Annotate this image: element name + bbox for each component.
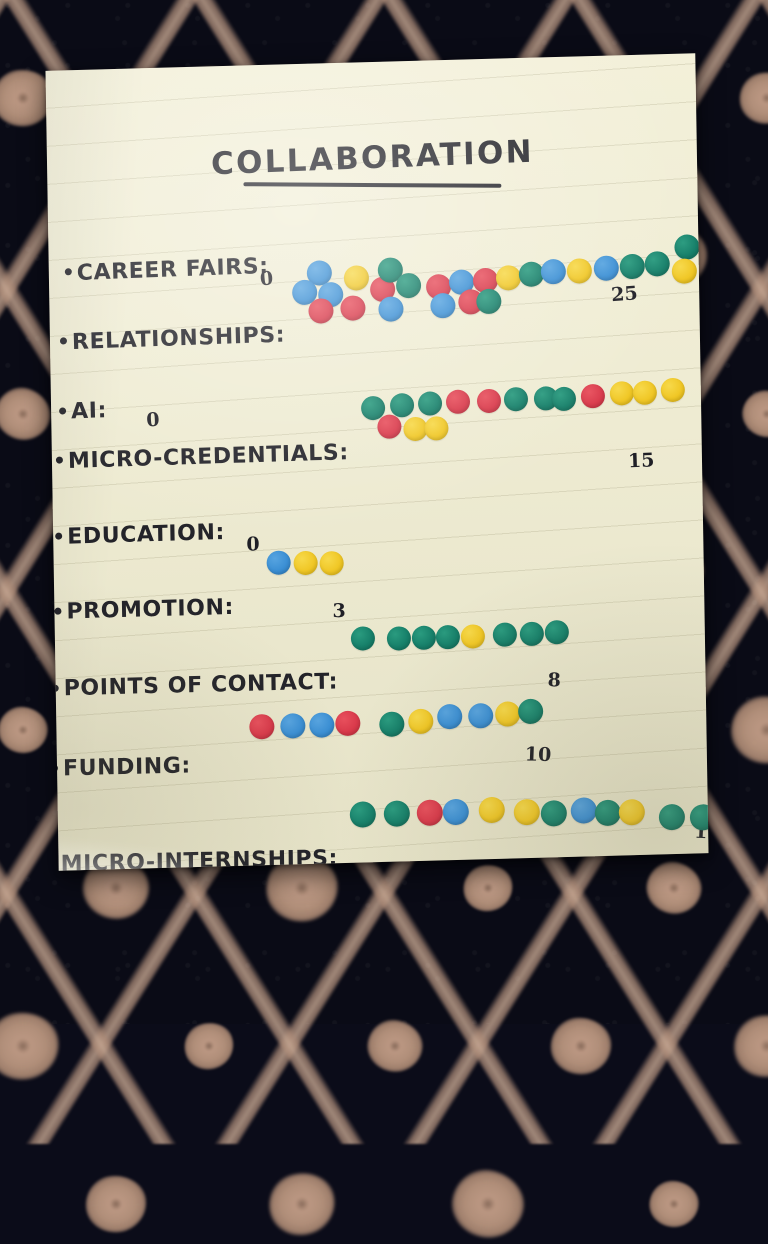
vote-dot xyxy=(632,380,658,406)
row-total: 3 xyxy=(332,600,346,623)
vote-dot xyxy=(476,288,502,315)
row-total: 8 xyxy=(547,669,562,692)
row-total: 0 xyxy=(145,408,161,432)
vote-dot xyxy=(340,295,366,321)
bullet-icon xyxy=(59,407,67,415)
vote-dot xyxy=(540,258,567,285)
row-label: FUNDING: xyxy=(62,753,192,782)
vote-dot xyxy=(503,386,529,412)
poster-title-block: COLLABORATION xyxy=(47,131,698,196)
bullet-icon xyxy=(55,532,63,540)
vote-dot xyxy=(660,377,686,403)
vote-dot xyxy=(442,798,470,826)
flip-chart-paper: COLLABORATION CAREER FAIRS: 0 RELATIONSHIP… xyxy=(45,53,709,871)
vote-dot xyxy=(437,703,463,730)
vote-dot xyxy=(379,711,405,738)
vote-dot xyxy=(460,624,486,649)
vote-dot xyxy=(619,253,645,280)
row-label: PROMOTION: xyxy=(66,594,235,625)
vote-dot xyxy=(408,708,434,735)
vote-dot xyxy=(495,265,522,291)
vote-dot xyxy=(308,298,334,324)
vote-dot xyxy=(517,698,544,725)
vote-dot xyxy=(468,702,494,729)
vote-dot xyxy=(594,799,622,827)
vote-dot xyxy=(513,798,541,826)
vote-dot xyxy=(377,414,402,439)
vote-dot xyxy=(389,392,415,418)
vote-dot xyxy=(478,796,505,824)
row-total: 0 xyxy=(259,267,275,291)
vote-dot xyxy=(249,713,275,740)
bullet-icon xyxy=(59,337,68,345)
vote-dot xyxy=(593,255,620,282)
vote-dot xyxy=(280,713,306,739)
vote-dot xyxy=(644,251,670,277)
vote-dot xyxy=(349,801,377,828)
vote-dot xyxy=(689,803,709,831)
bullet-icon xyxy=(54,607,62,615)
vote-dot xyxy=(540,799,568,827)
paper-corner-curl xyxy=(52,834,203,871)
vote-dot xyxy=(671,258,698,284)
poster-content: COLLABORATION CAREER FAIRS: 0 RELATIONSHIP… xyxy=(45,53,709,871)
vote-dot xyxy=(609,381,635,406)
vote-dot xyxy=(343,265,370,291)
row-total: 25 xyxy=(610,282,639,307)
row-total: 10 xyxy=(524,743,552,767)
vote-dot xyxy=(417,391,443,416)
vote-dot xyxy=(266,550,291,576)
vote-dot xyxy=(658,803,686,831)
title-underline xyxy=(243,182,502,188)
vote-dot xyxy=(544,619,570,645)
bullet-icon xyxy=(64,268,72,276)
row-total: 0 xyxy=(246,533,260,556)
vote-dot xyxy=(570,797,598,824)
row-label: MICRO-CREDENTIALS: xyxy=(67,440,350,474)
vote-dot xyxy=(335,710,361,737)
vote-dot xyxy=(674,234,700,260)
row-total: 15 xyxy=(627,449,655,473)
carpet-floret xyxy=(446,1164,530,1244)
vote-dot xyxy=(383,800,411,827)
vote-dot xyxy=(476,388,502,414)
vote-dot xyxy=(519,621,545,647)
vote-dot xyxy=(386,626,412,651)
vote-dot xyxy=(411,625,437,651)
bullet-icon xyxy=(55,456,63,464)
vote-dot xyxy=(435,624,461,650)
vote-dot xyxy=(416,799,444,827)
vote-dot xyxy=(430,292,456,319)
vote-dot xyxy=(566,258,593,284)
vote-dot xyxy=(378,296,404,322)
vote-dot xyxy=(350,626,376,651)
vote-dot xyxy=(618,798,646,826)
vote-dot xyxy=(580,383,606,409)
vote-dot xyxy=(492,622,518,647)
vote-dot xyxy=(319,550,344,576)
vote-dot xyxy=(309,712,335,738)
vote-dot xyxy=(551,386,577,412)
vote-dot xyxy=(395,272,422,299)
row-label: POINTS OF CONTACT: xyxy=(63,669,339,702)
carpet-floret xyxy=(260,1164,344,1244)
row-label: EDUCATION: xyxy=(66,519,226,550)
vote-dot xyxy=(293,550,318,576)
carpet-floret xyxy=(649,1180,699,1228)
page-title: COLLABORATION xyxy=(210,133,534,183)
vote-dot xyxy=(445,389,471,415)
row-label: RELATIONSHIPS: xyxy=(71,322,286,356)
vote-dot xyxy=(424,416,449,441)
vote-dot xyxy=(494,701,521,727)
carpet-floret xyxy=(82,1172,150,1236)
row-label: CAREER FAIRS: xyxy=(76,253,269,287)
row-label: AI: xyxy=(70,398,108,425)
